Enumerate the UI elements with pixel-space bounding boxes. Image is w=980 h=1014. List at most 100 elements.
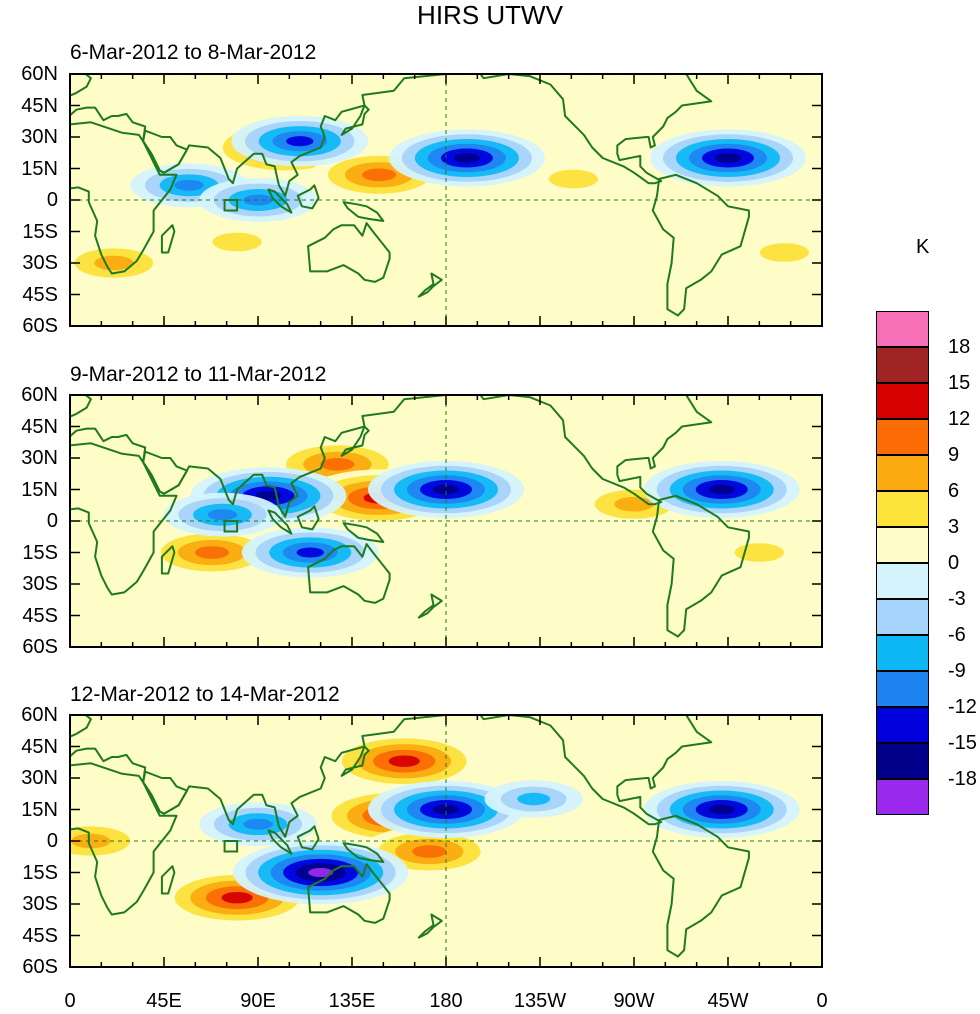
y-tick-label: 15N — [21, 798, 58, 821]
x-tick-label: 90E — [240, 990, 276, 1012]
map-panel: 60N 45N 30N 15N 0 15S 30S 45S 60S — [21, 64, 823, 336]
anomaly-contour — [433, 804, 459, 815]
y-tick-label: 45N — [21, 94, 58, 117]
main-title: HIRS UTWV — [417, 0, 563, 30]
y-tick-label: 30S — [22, 252, 58, 274]
y-tick-label: 30N — [21, 447, 58, 469]
sumatra-outline — [267, 829, 293, 855]
eurasia-outline — [70, 74, 447, 197]
anomaly-contour — [412, 845, 447, 858]
new-guinea-outline — [342, 522, 385, 543]
south-america-outline — [651, 814, 750, 958]
north-america-outline — [479, 395, 713, 506]
colorbar-swatch — [876, 563, 929, 599]
greenland-outline — [695, 715, 782, 716]
anomaly-contour — [286, 136, 314, 147]
new-zealand-outline — [417, 272, 443, 298]
x-tick-label: 180 — [429, 990, 463, 1012]
colorbar-swatch — [876, 347, 929, 383]
map-plot — [69, 714, 823, 968]
x-tick-label: 135W — [513, 990, 567, 1012]
anomaly-contour — [308, 867, 334, 878]
sumatra-outline — [267, 188, 293, 214]
anomaly-contour — [296, 547, 324, 558]
africa-outline — [70, 762, 178, 916]
greenland-outline — [695, 74, 782, 75]
colorbar-unit: K — [916, 236, 930, 258]
colorbar-label: -3 — [948, 588, 966, 610]
y-tick-label: 45N — [21, 735, 58, 758]
colorbar-swatch — [876, 743, 929, 779]
y-tick-label: 0 — [46, 510, 58, 532]
japan-outline — [340, 425, 370, 457]
colorbar-label: -18 — [948, 768, 977, 790]
australia-outline — [307, 543, 391, 604]
borneo-outline — [296, 825, 320, 851]
colorbar-label: -6 — [948, 624, 966, 646]
y-tick-label: 45S — [22, 924, 58, 947]
colorbar-label: 0 — [948, 552, 960, 574]
borneo-outline — [296, 505, 320, 531]
australia-outline — [307, 863, 391, 924]
panel-title: 6-Mar-2012 to 8-Mar-2012 — [70, 41, 317, 64]
x-tick-label: 90W — [613, 990, 655, 1012]
map-panel: 60N 45N 30N 15N 0 15S 30S 45S 60S — [21, 385, 823, 657]
y-tick-label: 45N — [21, 415, 58, 438]
anomaly-contour — [320, 458, 355, 471]
colorbar-label: 3 — [948, 516, 960, 538]
madagascar-outline — [160, 224, 176, 254]
map-plot — [69, 73, 823, 327]
y-tick-label: 30S — [22, 893, 58, 915]
x-axis-labels: 0 45E 90E 135E 180 135W 90W 45W 0 — [64, 990, 827, 1014]
colorbar-swatch — [876, 599, 929, 635]
anomaly-contour — [243, 818, 273, 830]
north-america-outline — [479, 715, 713, 826]
anomaly-contour — [433, 484, 459, 495]
y-tick-label: 60S — [22, 956, 58, 978]
anomaly-contour — [174, 179, 204, 191]
anomaly-contour — [207, 509, 238, 521]
anomaly-contour — [517, 792, 551, 806]
y-tick-label: 15S — [22, 541, 58, 564]
colorbar-swatch — [876, 527, 929, 563]
y-tick-label: 60N — [21, 63, 58, 85]
anomaly-contour — [212, 232, 262, 252]
y-tick-label: 15N — [21, 478, 58, 501]
arabia-outline — [142, 450, 188, 495]
anomaly-contour — [71, 833, 111, 849]
y-tick-label: 30N — [21, 126, 58, 148]
anomaly-contour — [708, 484, 735, 495]
x-tick-label: 0 — [816, 990, 828, 1012]
anomaly-contour — [715, 153, 741, 163]
map-plot — [69, 394, 823, 648]
anomaly-contour — [759, 243, 810, 262]
colorbar-swatch — [876, 419, 929, 455]
panel-title: 9-Mar-2012 to 11-Mar-2012 — [70, 363, 327, 386]
japan-outline — [340, 104, 370, 136]
colorbar-label: -15 — [948, 732, 977, 754]
panel-title: 12-Mar-2012 to 14-Mar-2012 — [70, 683, 340, 706]
madagascar-outline — [160, 545, 176, 575]
y-tick-label: 30N — [21, 767, 58, 789]
y-tick-label: 60S — [22, 315, 58, 337]
borneo-outline — [296, 184, 320, 210]
colorbar-swatch — [876, 491, 929, 527]
colorbar-label: 18 — [948, 336, 971, 358]
arabia-outline — [142, 770, 188, 815]
y-tick-label: 15N — [21, 157, 58, 180]
colorbar-label: 9 — [948, 444, 960, 466]
africa-outline — [70, 442, 178, 596]
x-tick-label: 135E — [328, 990, 376, 1012]
anomaly-contour — [255, 491, 282, 501]
anomaly-contour — [548, 169, 599, 189]
eurasia-outline — [70, 395, 447, 518]
anomaly-contour — [362, 168, 397, 182]
colorbar-swatch — [876, 383, 929, 419]
anomaly-contour — [221, 892, 253, 904]
colorbar-label: -9 — [948, 660, 966, 682]
x-tick-label: 45W — [707, 990, 749, 1012]
y-tick-label: 0 — [46, 830, 58, 852]
south-america-outline — [651, 494, 750, 638]
x-tick-label: 0 — [64, 990, 76, 1012]
australia-outline — [307, 222, 391, 283]
